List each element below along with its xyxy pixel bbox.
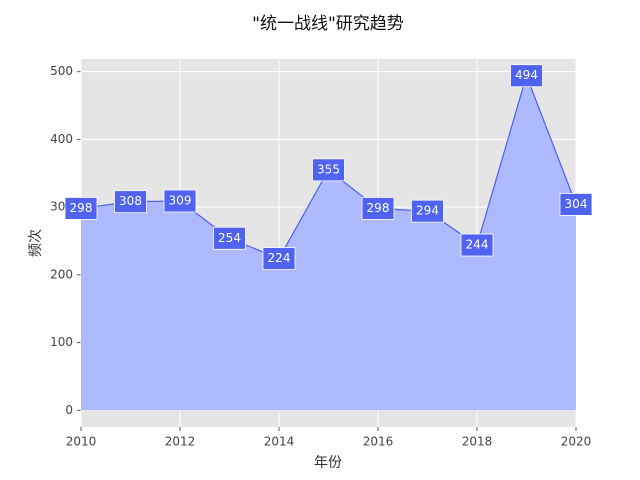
chart-title: "统一战线"研究趋势 <box>252 14 404 34</box>
value-label-box <box>114 190 147 214</box>
value-label: 224 <box>268 251 291 265</box>
value-label-box <box>64 197 98 220</box>
value-label-box <box>312 158 345 182</box>
y-tick-label: 500 <box>50 64 73 78</box>
value-label-box <box>213 226 246 250</box>
y-tick-label: 100 <box>50 335 73 349</box>
value-label: 254 <box>218 231 241 245</box>
value-label-box <box>163 189 197 213</box>
x-tick-label: 2010 <box>66 435 97 449</box>
value-label-box <box>411 199 444 223</box>
value-label: 355 <box>317 162 340 176</box>
value-label-box <box>460 233 494 257</box>
value-label-box <box>559 192 593 216</box>
x-tick-label: 2014 <box>264 435 295 449</box>
value-label-box <box>510 64 543 88</box>
value-label-box <box>361 197 395 220</box>
x-axis-label: 年份 <box>314 455 342 471</box>
y-tick-label: 400 <box>50 132 73 146</box>
x-tick-label: 2012 <box>165 435 196 449</box>
value-label-box <box>262 247 296 270</box>
value-label: 309 <box>169 194 192 208</box>
value-label: 494 <box>515 68 538 82</box>
area-fill <box>81 75 576 411</box>
value-label: 308 <box>119 194 142 208</box>
x-tick-label: 2016 <box>363 435 394 449</box>
y-tick-label: 0 <box>65 403 73 417</box>
value-label: 298 <box>70 201 93 215</box>
x-tick-label: 2020 <box>561 435 592 449</box>
value-label: 298 <box>367 201 390 215</box>
y-axis-label: 频次 <box>28 229 44 257</box>
value-label: 304 <box>565 197 588 211</box>
value-label: 244 <box>466 238 489 252</box>
y-tick-label: 200 <box>50 267 73 281</box>
value-label: 294 <box>416 204 439 218</box>
x-tick-label: 2018 <box>462 435 493 449</box>
